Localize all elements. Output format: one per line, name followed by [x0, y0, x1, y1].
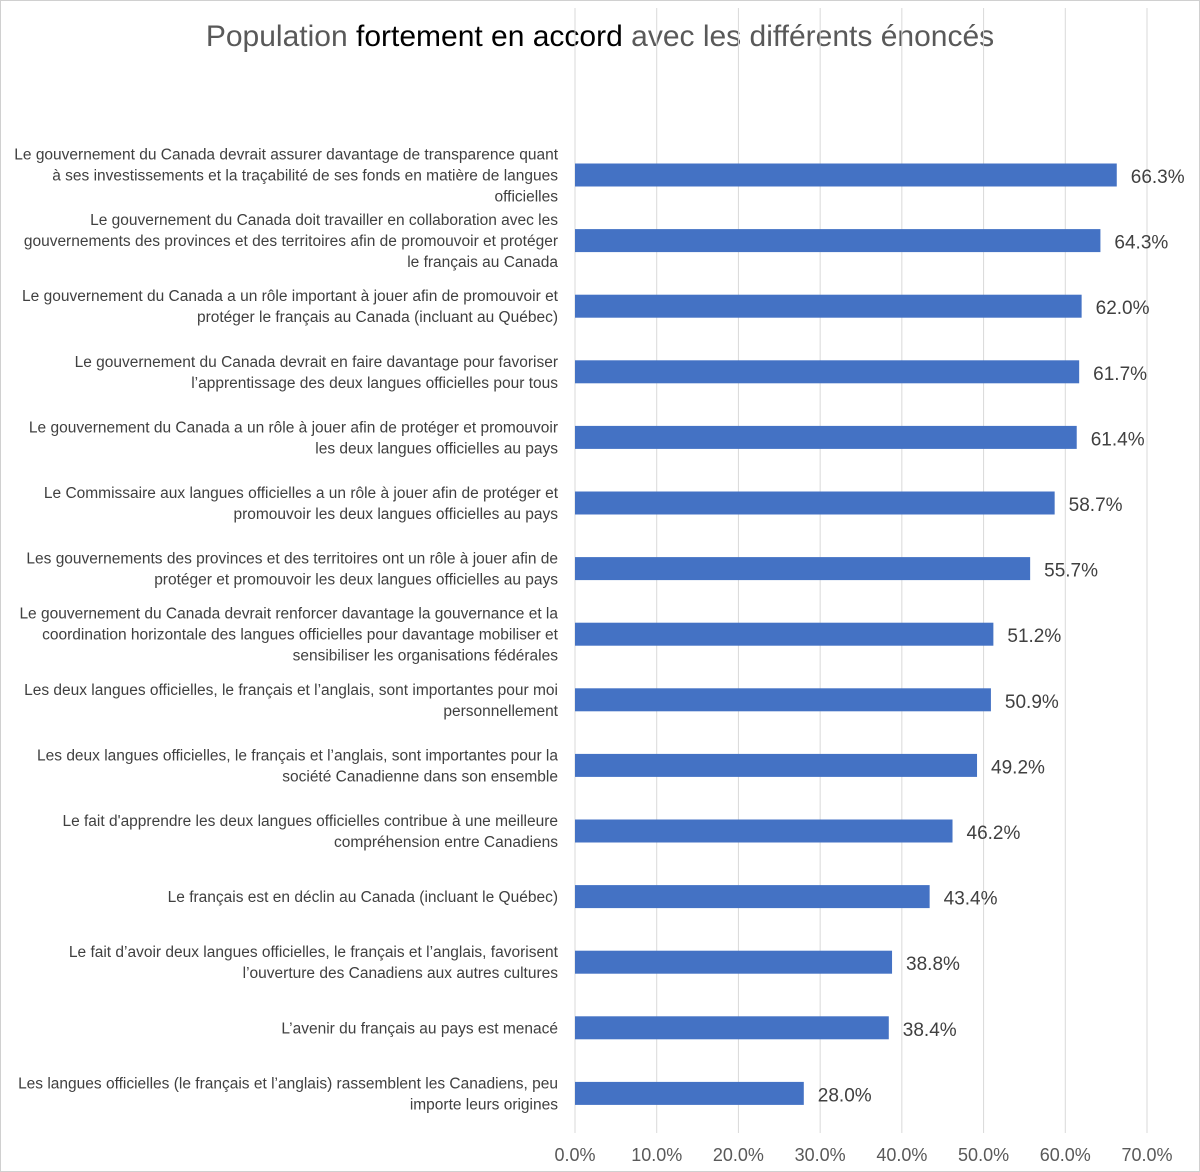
category-label: Le fait d'apprendre les deux langues off… [62, 813, 558, 851]
x-tick-label: 40.0% [876, 1145, 927, 1165]
data-label: 64.3% [1114, 233, 1168, 254]
data-label: 58.7% [1069, 495, 1123, 516]
category-label-line: Le gouvernement du Canada devrait en fai… [75, 354, 558, 371]
category-label-line: L’avenir du français au pays est menacé [281, 1020, 558, 1037]
category-label-line: Le gouvernement du Canada a un rôle impo… [22, 288, 559, 305]
bar [575, 688, 991, 712]
category-label-line: à ses investissements et la traçabilité … [52, 168, 558, 185]
bar [575, 360, 1080, 384]
category-label: Les gouvernements des provinces et des t… [26, 551, 558, 589]
category-label: Le français est en déclin au Canada (inc… [168, 889, 558, 906]
category-label: Les langues officielles (le français et … [18, 1075, 558, 1113]
category-label-line: les deux langues officielles au pays [315, 440, 558, 457]
category-label-line: Les deux langues officielles, le françai… [37, 747, 558, 764]
bar [575, 622, 994, 646]
category-label-line: Les gouvernements des provinces et des t… [26, 551, 558, 568]
bar [575, 557, 1031, 581]
category-label-line: l’apprentissage des deux langues officie… [191, 375, 558, 392]
category-label: Le fait d’avoir deux langues officielles… [69, 944, 559, 982]
category-label: Le gouvernement du Canada devrait assure… [14, 147, 558, 206]
category-label-line: sensibiliser les organisations fédérales [293, 648, 559, 665]
chart-title-part-1: Population [205, 20, 356, 53]
category-label: Le gouvernement du Canada a un rôle à jo… [29, 419, 558, 457]
x-tick-label: 20.0% [713, 1145, 764, 1165]
x-tick-label: 70.0% [1121, 1145, 1172, 1165]
category-label-line: Le Commissaire aux langues officielles a… [44, 485, 559, 502]
x-tick-label: 50.0% [958, 1145, 1009, 1165]
data-label: 43.4% [944, 889, 998, 910]
data-labels: 66.3% 64.3% 62.0% 61.7% 61.4% 58.7% 55.7% 51.2%… [818, 167, 1185, 1106]
data-label: 38.8% [906, 954, 960, 975]
bar [575, 753, 978, 777]
category-label: Le Commissaire aux langues officielles a… [44, 485, 559, 523]
bar [575, 819, 953, 843]
category-label-line: Le gouvernement du Canada doit travaille… [90, 212, 558, 229]
data-label: 49.2% [991, 757, 1045, 778]
x-tick-label: 60.0% [1040, 1145, 1091, 1165]
bar [575, 950, 893, 974]
bar [575, 1016, 889, 1040]
data-label: 51.2% [1007, 626, 1061, 647]
category-label: Les deux langues officielles, le françai… [37, 747, 558, 785]
category-label-line: Les langues officielles (le français et … [18, 1075, 558, 1092]
data-label: 55.7% [1044, 561, 1098, 582]
category-label-line: Le fait d’avoir deux langues officielles… [69, 944, 559, 961]
category-labels: Le gouvernement du Canada devrait assure… [14, 147, 558, 1114]
category-label-line: protéger le français au Canada (incluant… [197, 309, 558, 326]
category-label-line: coordination horizontale des langues off… [42, 627, 559, 644]
category-label: L’avenir du français au pays est menacé [281, 1020, 558, 1037]
data-label: 38.4% [903, 1020, 957, 1041]
category-label-line: Le français est en déclin au Canada (inc… [168, 889, 558, 906]
category-label-line: importe leurs origines [410, 1096, 558, 1113]
bar [575, 885, 930, 909]
category-label: Le gouvernement du Canada devrait renfor… [19, 606, 558, 665]
category-label-line: le français au Canada [407, 254, 558, 271]
x-tick-label: 10.0% [631, 1145, 682, 1165]
data-label: 66.3% [1131, 167, 1185, 188]
x-tick-label: 30.0% [795, 1145, 846, 1165]
chart-title-emphasis: fortement en accord [355, 20, 623, 53]
data-label: 46.2% [967, 823, 1021, 844]
bar [575, 294, 1082, 318]
bar [575, 425, 1077, 449]
bars [575, 163, 1117, 1105]
chart-title-part-2: avec les différents énoncés [622, 20, 995, 53]
category-label-line: Le gouvernement du Canada devrait assure… [14, 147, 558, 164]
data-label: 62.0% [1096, 298, 1150, 319]
bar [575, 491, 1055, 515]
bar [575, 1081, 804, 1105]
category-label: Le gouvernement du Canada doit travaille… [24, 212, 559, 271]
data-label: 61.4% [1091, 429, 1145, 450]
x-axis-ticks: 0.0% 10.0% 20.0% 30.0% 40.0% 50.0% 60.0% 70.0% [554, 1145, 1172, 1165]
category-label-line: gouvernements des provinces et des terri… [24, 233, 558, 250]
category-label: Le gouvernement du Canada a un rôle impo… [22, 288, 559, 326]
bar [575, 229, 1101, 253]
category-label-line: compréhension entre Canadiens [334, 834, 558, 851]
data-label: 50.9% [1005, 692, 1059, 713]
category-label-line: Le fait d'apprendre les deux langues off… [62, 813, 558, 830]
category-label-line: promouvoir les deux langues officielles … [233, 506, 558, 523]
data-label: 61.7% [1093, 364, 1147, 385]
x-tick-label: 0.0% [554, 1145, 595, 1165]
category-label-line: Le gouvernement du Canada a un rôle à jo… [29, 419, 558, 436]
bar [575, 163, 1117, 187]
chart-title: Population fortement en accord avec les … [0, 20, 1200, 54]
category-label-line: Les deux langues officielles, le françai… [24, 682, 558, 699]
category-label: Les deux langues officielles, le françai… [24, 682, 559, 720]
category-label-line: officielles [495, 189, 559, 206]
category-label-line: Le gouvernement du Canada devrait renfor… [19, 606, 558, 623]
category-label-line: société Canadienne dans son ensemble [282, 768, 558, 785]
category-label-line: personnellement [443, 703, 558, 720]
data-label: 28.0% [818, 1085, 872, 1106]
category-label-line: l’ouverture des Canadiens aux autres cul… [243, 965, 559, 982]
category-label: Le gouvernement du Canada devrait en fai… [75, 354, 559, 392]
category-label-line: protéger et promouvoir les deux langues … [154, 572, 558, 589]
